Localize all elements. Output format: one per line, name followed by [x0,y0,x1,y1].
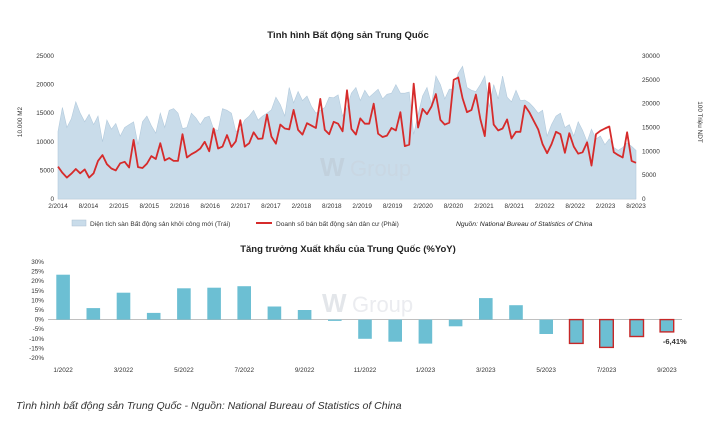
bottom-x-tick: 9/2023 [657,367,677,374]
bar-8-2022 [267,306,282,320]
bottom-y-tick: 5% [35,307,45,314]
top-x-tick: 2/2014 [48,203,68,210]
bottom-x-tick: 3/2022 [114,367,134,374]
bottom-x-tick: 7/2023 [597,367,617,374]
top-x-tick: 2/2015 [109,203,129,210]
bar-9-2023 [659,318,675,333]
top-x-tick: 2/2021 [474,203,494,210]
bar-5-2023 [539,319,553,334]
bottom-x-tick: 7/2022 [234,367,254,374]
bottom-x-tick: 5/2023 [536,367,556,374]
top-x-tick: 8/2015 [139,203,159,210]
top-y-left-tick: 20000 [36,82,54,89]
bar-5-2022 [177,288,191,320]
bottom-y-tick: 15% [31,288,44,295]
top-chart-title: Tình hình Bất động sản Trung Quốc [267,30,429,41]
bottom-chart-bars [56,274,675,349]
top-chart-source: Nguồn: National Bureau of Statistics of … [456,219,593,228]
bar-9-2022 [297,310,312,320]
bottom-y-tick: 30% [31,259,44,266]
bar-2-2023 [448,319,463,327]
top-y-right-tick: 20000 [642,101,660,108]
bottom-y-tick: 20% [31,278,44,285]
bar-2-2022 [86,308,101,320]
bar-10-2022 [328,319,342,321]
figure-caption: Tình hình bất động sản Trung Quốc - Nguồ… [16,400,402,412]
bottom-x-tick: 9/2022 [295,367,315,374]
watermark-text-bottom: Group [352,292,413,317]
bar-7-2022 [237,286,251,320]
watermark-logo-top: W [320,152,345,182]
bottom-x-tick: 11/2022 [354,367,377,374]
bottom-x-tick: 5/2022 [174,367,194,374]
bar-7-2023 [599,318,615,349]
top-x-tick: 2/2022 [535,203,555,210]
bar-1-2023 [418,319,433,344]
top-y-left-tick: 0 [50,196,54,203]
bar-1-2022 [56,274,70,320]
bar-11-2022 [358,319,372,339]
top-y-left-tick: 5000 [40,167,55,174]
top-x-tick: 8/2021 [505,203,525,210]
top-x-tick: 8/2023 [626,203,646,210]
area-series-new-floor-space [57,65,637,200]
watermark-text-top: Group [350,156,411,181]
top-x-tick: 8/2016 [200,203,220,210]
top-x-tick: 2/2019 [352,203,372,210]
bar-6-2022 [207,287,221,320]
top-x-tick: 2/2020 [413,203,433,210]
bottom-y-tick: -10% [29,336,44,343]
bar-12-2022 [388,319,402,342]
line-series-residential-sales [57,76,637,179]
top-y-right-tick: 5000 [642,172,657,179]
bottom-x-tick: 1/2022 [53,367,73,374]
top-y-left-label: 10.000 M2 [17,106,24,137]
top-y-right-tick: 10000 [642,148,660,155]
bottom-x-tick: 3/2023 [476,367,496,374]
top-y-right-label: 100 Triệu NDT [696,101,703,143]
bar-8-2023 [629,318,645,338]
bottom-y-tick: 25% [31,269,44,276]
top-x-tick: 8/2018 [322,203,342,210]
bar-6-2023 [568,318,584,345]
bar-3-2023 [479,298,493,320]
bottom-chart-title: Tăng trưởng Xuất khẩu của Trung Quốc (%Y… [240,244,456,255]
bottom-y-tick: 10% [31,297,44,304]
top-x-tick: 8/2017 [261,203,281,210]
top-x-tick: 2/2016 [170,203,190,210]
top-x-tick: 8/2014 [79,203,99,210]
top-x-tick: 8/2022 [565,203,585,210]
bottom-y-tick: -15% [29,345,44,352]
top-x-tick: 8/2020 [444,203,464,210]
top-x-tick: 8/2019 [383,203,403,210]
bar-4-2023 [509,305,523,320]
bar-3-2022 [116,292,131,320]
legend-line-label: Doanh số bán bất động sản dân cư (Phải) [276,219,399,228]
top-y-right-tick: 30000 [642,53,660,60]
top-y-left-tick: 25000 [36,53,54,60]
top-y-left-tick: 15000 [36,110,54,117]
top-x-tick: 2/2018 [292,203,312,210]
bar-annotation-label: -6,41% [663,337,687,346]
top-x-tick: 2/2023 [596,203,616,210]
legend-area-label: Diện tích sàn Bất động sản khởi công mới… [90,219,230,228]
top-y-left-tick: 10000 [36,139,54,146]
top-y-right-tick: 25000 [642,77,660,84]
bottom-y-tick: -20% [29,355,44,362]
bottom-x-tick: 1/2023 [416,367,436,374]
legend-area-swatch [71,219,87,227]
bottom-y-tick: -5% [33,326,45,333]
watermark-top: W Group [320,152,411,182]
top-y-right-tick: 0 [642,196,646,203]
watermark-bottom: W Group [322,288,413,318]
bottom-y-tick: 0% [35,317,45,324]
top-y-right-tick: 15000 [642,125,660,132]
bar-4-2022 [146,312,161,320]
top-x-tick: 2/2017 [231,203,251,210]
watermark-logo-bottom: W [322,288,347,318]
